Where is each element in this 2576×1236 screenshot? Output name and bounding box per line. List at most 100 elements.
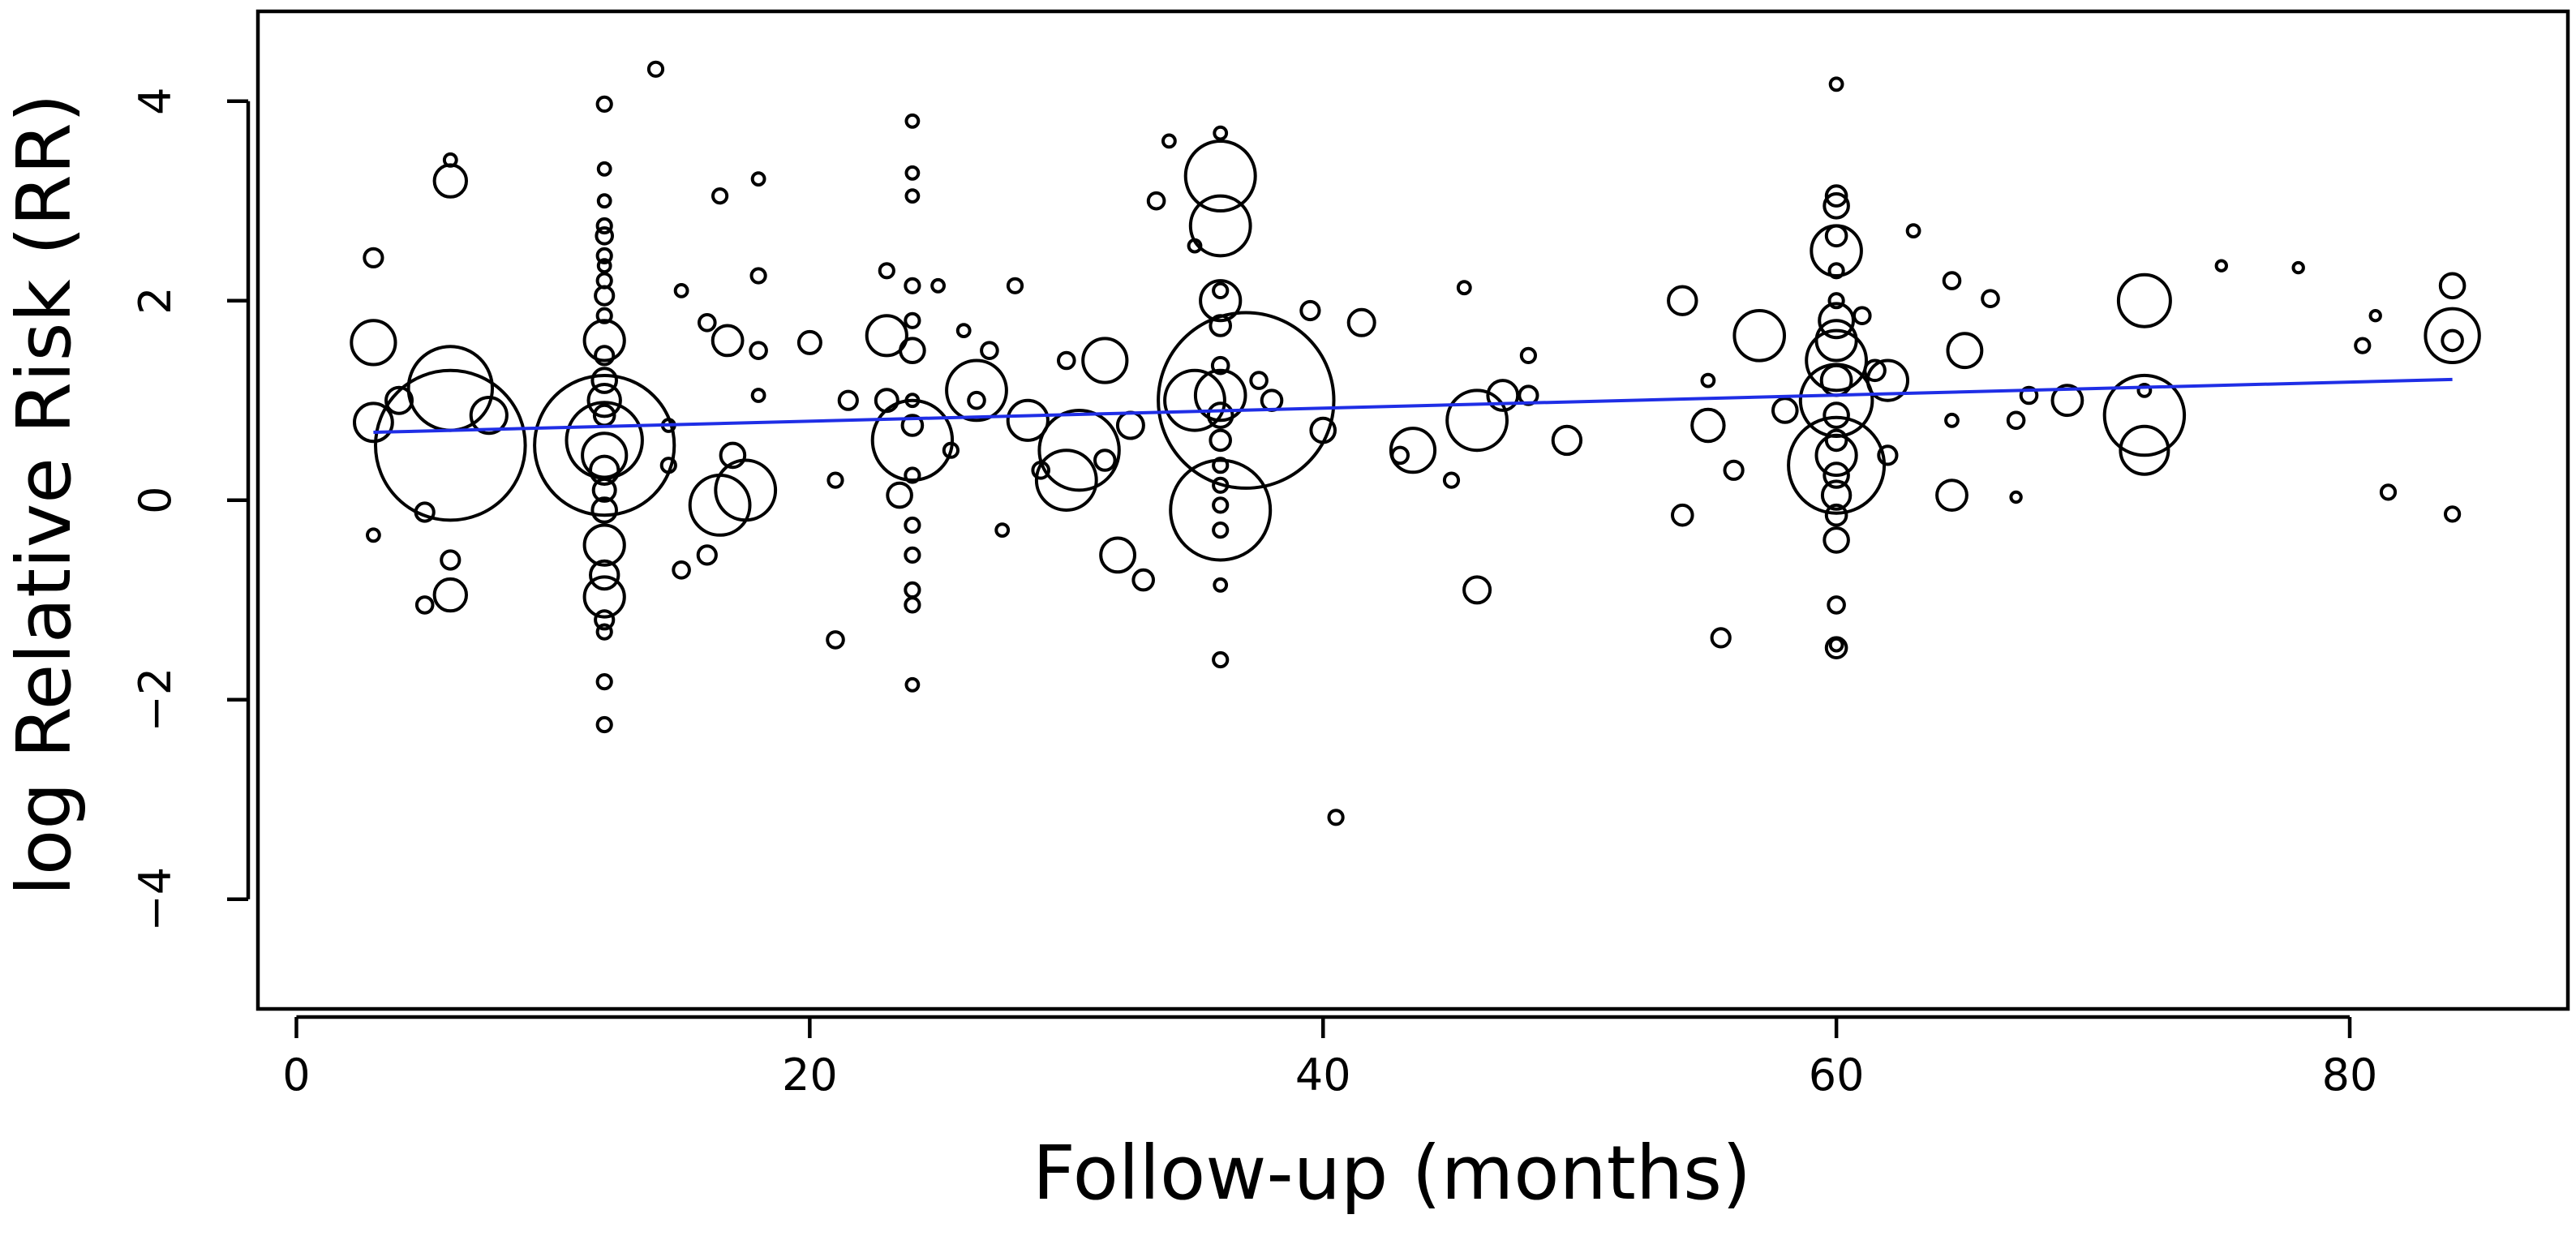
- bubble-point: [1824, 224, 1848, 248]
- bubble-point: [1667, 285, 1698, 316]
- bubble-point: [659, 457, 677, 474]
- bubble-point: [1824, 428, 1848, 453]
- bubble-point: [596, 193, 612, 209]
- bubble-point: [1824, 184, 1848, 208]
- bubble-point: [826, 630, 845, 650]
- bubble-point: [1146, 191, 1166, 211]
- y-tick-label: −4: [130, 867, 181, 932]
- bubble-point: [1853, 306, 1872, 326]
- bubble-point: [1157, 311, 1336, 490]
- bubble-point: [1212, 650, 1230, 669]
- bubble-point: [1309, 416, 1337, 444]
- y-axis-title: log Relative Risk (RR): [1, 93, 88, 895]
- bubble-point: [1827, 595, 1846, 615]
- bubble-point: [1462, 575, 1492, 605]
- bubble-point: [719, 441, 747, 470]
- bubble-point: [589, 559, 620, 591]
- bubble-point: [698, 313, 717, 333]
- bubble-point: [980, 341, 999, 361]
- y-tick-label: 4: [130, 88, 181, 115]
- x-tick-label: 80: [2322, 1049, 2378, 1101]
- bubble-point: [384, 385, 414, 415]
- bubble-point: [2006, 410, 2026, 431]
- bubble-point: [596, 258, 612, 274]
- bubble-point: [2119, 424, 2170, 476]
- bubble-point: [886, 481, 913, 509]
- bubble-point: [711, 324, 745, 358]
- bubble-point: [353, 401, 394, 444]
- bubble-point: [595, 217, 613, 235]
- bubble-point: [2379, 483, 2398, 501]
- bubble-point: [1814, 319, 1858, 363]
- bubble-point: [750, 171, 766, 187]
- bubble-point: [672, 560, 691, 580]
- bubble-point: [904, 676, 921, 693]
- bubble-point: [2354, 337, 2372, 354]
- bubble-point: [1199, 279, 1243, 323]
- bubble-point: [1193, 368, 1247, 423]
- bubble-point: [904, 113, 921, 129]
- bubble-point: [2438, 272, 2467, 300]
- bubble-point: [1824, 636, 1848, 660]
- bubble-point: [1671, 503, 1694, 527]
- bubble-point: [1486, 379, 1520, 412]
- bubble-point: [1006, 398, 1050, 442]
- bubble-point: [904, 277, 921, 294]
- bubble-point: [1877, 444, 1899, 466]
- bubble-point: [904, 466, 921, 484]
- bubble-point: [533, 373, 676, 517]
- bubble-point: [1115, 410, 1145, 440]
- bubble-point: [1814, 433, 1858, 478]
- bubble-point: [2424, 307, 2481, 364]
- bubble-point: [870, 398, 955, 483]
- bubble-point: [1213, 125, 1229, 141]
- bubble-point: [1212, 496, 1230, 514]
- bubble-point: [596, 161, 612, 177]
- bubble-point: [1188, 194, 1252, 258]
- bubble-point: [595, 226, 615, 246]
- bubble-point: [994, 522, 1011, 538]
- bubble-point: [589, 454, 620, 486]
- bubble-point: [595, 95, 613, 113]
- bubble-point: [595, 673, 613, 691]
- bubble-point: [2441, 328, 2464, 353]
- plot-frame: [255, 9, 2570, 1011]
- bubble-point: [595, 247, 613, 264]
- bubble-point: [1827, 262, 1845, 280]
- bubble-point: [1820, 479, 1853, 511]
- bubble-point: [796, 329, 822, 355]
- bubble-point: [1183, 139, 1257, 212]
- bubble-point: [1823, 401, 1850, 429]
- bubble-point: [899, 337, 926, 365]
- bubble-point: [945, 358, 1008, 423]
- bubble-point: [1389, 427, 1437, 474]
- bubble-point: [2214, 259, 2229, 273]
- bubble-point: [673, 283, 689, 298]
- y-axis: −4 −2 0 2 4: [130, 88, 251, 932]
- bubble-point: [711, 187, 729, 205]
- bubble-point: [904, 165, 921, 181]
- bubble-point: [1260, 388, 1284, 413]
- bubble-point: [865, 314, 908, 358]
- bubble-point: [1212, 457, 1230, 474]
- bubble-point: [594, 285, 616, 307]
- bubble-point: [414, 595, 435, 615]
- bubble-point: [1863, 358, 1887, 383]
- bubble-point: [900, 414, 925, 437]
- bubble-point: [590, 367, 619, 394]
- bubble-point: [595, 715, 613, 734]
- bubble-point: [595, 307, 613, 324]
- bubble-point: [837, 389, 859, 411]
- bubble-point: [1771, 397, 1799, 424]
- bubble-layer: [350, 60, 2481, 826]
- x-tick-label: 20: [782, 1049, 838, 1101]
- bubble-point: [1299, 299, 1321, 322]
- x-tick-label: 40: [1295, 1049, 1351, 1101]
- bubble-point: [878, 262, 895, 280]
- bubble-point: [2050, 384, 2084, 418]
- bubble-point: [1823, 526, 1850, 554]
- y-tick-label: 0: [130, 487, 181, 514]
- bubble-point: [1905, 223, 1921, 239]
- bubble-point: [469, 395, 509, 436]
